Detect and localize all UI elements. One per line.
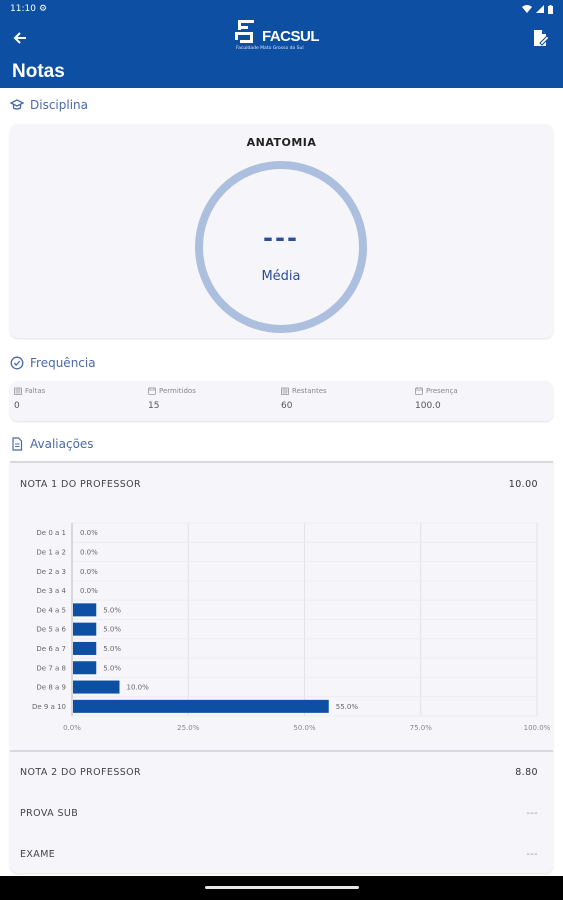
chart-x-tick-label: 25.0% [177, 724, 200, 732]
discipline-section-header: Disciplina [10, 98, 88, 112]
frequency-value: 0 [14, 401, 20, 411]
evaluations-section-label: Avaliações [30, 437, 94, 451]
logo-mark-icon [234, 19, 260, 45]
chart-category-label: De 4 a 5 [36, 606, 66, 614]
facsul-logo: FACSUL Faculdade Mato Grosso do Sul [234, 19, 330, 55]
frequency-item-permitidos: Permitidos 15 [148, 387, 278, 411]
chart-bar [73, 680, 120, 694]
evaluation-label: PROVA SUB [20, 808, 79, 819]
discipline-name: ANATOMIA [246, 136, 317, 149]
page-title: Notas [12, 61, 65, 82]
back-arrow-icon[interactable] [8, 26, 32, 50]
signal-icon [536, 5, 544, 13]
logo-text: FACSUL [262, 28, 320, 45]
frequency-label: Restantes [292, 387, 327, 395]
chart-category-label: De 0 a 1 [36, 529, 66, 537]
calendar-icon [148, 387, 156, 395]
calendar-grid-icon [14, 387, 22, 395]
evaluation-label: EXAME [20, 849, 56, 860]
app-bar: FACSUL Faculdade Mato Grosso do Sul Nota… [0, 18, 563, 88]
frequency-value: 100.0 [415, 401, 441, 411]
calendar-icon [415, 387, 423, 395]
chart-data-label: 0.0% [80, 568, 98, 576]
evaluation-row-nota1[interactable]: NOTA 1 DO PROFESSOR 10.00 [20, 479, 538, 490]
chart-bar [73, 603, 97, 617]
chart-data-label: 0.0% [80, 548, 98, 556]
wifi-icon [522, 5, 532, 13]
chart-data-label: 5.0% [103, 645, 121, 653]
frequency-label: Permitidos [159, 387, 196, 395]
chart-x-tick-label: 0.0% [63, 724, 81, 732]
evaluation-value: --- [526, 808, 538, 819]
frequency-card: Faltas 0 Permitidos 15 Restantes 60 Pres… [10, 381, 553, 421]
frequency-section-header: Frequência [10, 356, 96, 370]
logo-subtitle: Faculdade Mato Grosso do Sul [236, 46, 304, 51]
evaluations-card: NOTA 1 DO PROFESSOR 10.00 0.0% 25.0% 50.0%… [10, 461, 553, 873]
frequency-value: 15 [148, 401, 160, 411]
status-bar: 11:10 ⚙ [0, 0, 563, 18]
chart-x-tick-label: 100.0% [524, 724, 551, 732]
evaluation-value: 10.00 [508, 479, 538, 490]
chart-bar [73, 641, 97, 655]
chart-bar [73, 622, 97, 636]
chart-data-label: 0.0% [80, 587, 98, 595]
status-time: 11:10 [10, 4, 36, 14]
frequency-label: Presença [426, 387, 458, 395]
chart-category-label: De 6 a 7 [36, 645, 66, 653]
average-ring: --- Média [195, 161, 367, 333]
chart-data-label: 5.0% [103, 606, 121, 614]
chart-bar [73, 699, 329, 713]
settings-status-icon: ⚙ [38, 4, 48, 14]
frequency-section-label: Frequência [30, 356, 96, 370]
chart-category-label: De 1 a 2 [36, 548, 66, 556]
evaluation-row-prova-sub[interactable]: PROVA SUB --- [20, 808, 538, 819]
chart-data-label: 55.0% [336, 703, 359, 711]
evaluation-row-nota2[interactable]: NOTA 2 DO PROFESSOR 8.80 [20, 767, 538, 778]
home-gesture-handle[interactable] [205, 886, 359, 889]
discipline-card: ANATOMIA --- Média [10, 124, 553, 338]
chart-category-label: De 9 a 10 [32, 703, 66, 711]
chart-category-label: De 7 a 8 [36, 664, 66, 672]
frequency-item-faltas: Faltas 0 [14, 387, 144, 411]
frequency-value: 60 [281, 401, 293, 411]
frequency-label: Faltas [25, 387, 46, 395]
chart-category-label: De 8 a 9 [36, 684, 66, 692]
chart-data-label: 5.0% [103, 664, 121, 672]
chart-category-label: De 2 a 3 [36, 568, 66, 576]
calendar-grid-icon [281, 387, 289, 395]
chart-category-label: De 5 a 6 [36, 626, 66, 634]
chart-bar [73, 661, 97, 675]
chart-category-label: De 3 a 4 [36, 587, 66, 595]
average-label: Média [261, 269, 301, 284]
frequency-item-restantes: Restantes 60 [281, 387, 411, 411]
chart-data-label: 5.0% [103, 626, 121, 634]
evaluation-label: NOTA 1 DO PROFESSOR [20, 479, 142, 490]
chart-x-tick-label: 50.0% [293, 724, 316, 732]
check-circle-icon [10, 356, 24, 370]
evaluation-divider [10, 750, 553, 752]
battery-icon [548, 4, 553, 14]
evaluation-row-exame[interactable]: EXAME --- [20, 849, 538, 860]
graduation-cap-icon [10, 99, 24, 110]
chart-data-label: 10.0% [127, 684, 150, 692]
evaluations-section-header: Avaliações [10, 437, 94, 451]
evaluation-value: 8.80 [515, 767, 538, 778]
evaluation-value: --- [526, 849, 538, 860]
average-value: --- [263, 224, 299, 252]
document-icon [12, 437, 23, 451]
export-document-icon[interactable] [533, 26, 553, 50]
chart-data-label: 0.0% [80, 529, 98, 537]
discipline-section-label: Disciplina [30, 98, 89, 112]
system-navigation-bar [0, 876, 563, 900]
grade-distribution-chart: 0.0% 25.0% 50.0% 75.0% 100.0% De 0 a 1 0.0% De … [32, 522, 551, 732]
evaluation-label: NOTA 2 DO PROFESSOR [20, 767, 142, 778]
frequency-item-presenca: Presença 100.0 [415, 387, 545, 411]
chart-x-tick-label: 75.0% [410, 724, 433, 732]
